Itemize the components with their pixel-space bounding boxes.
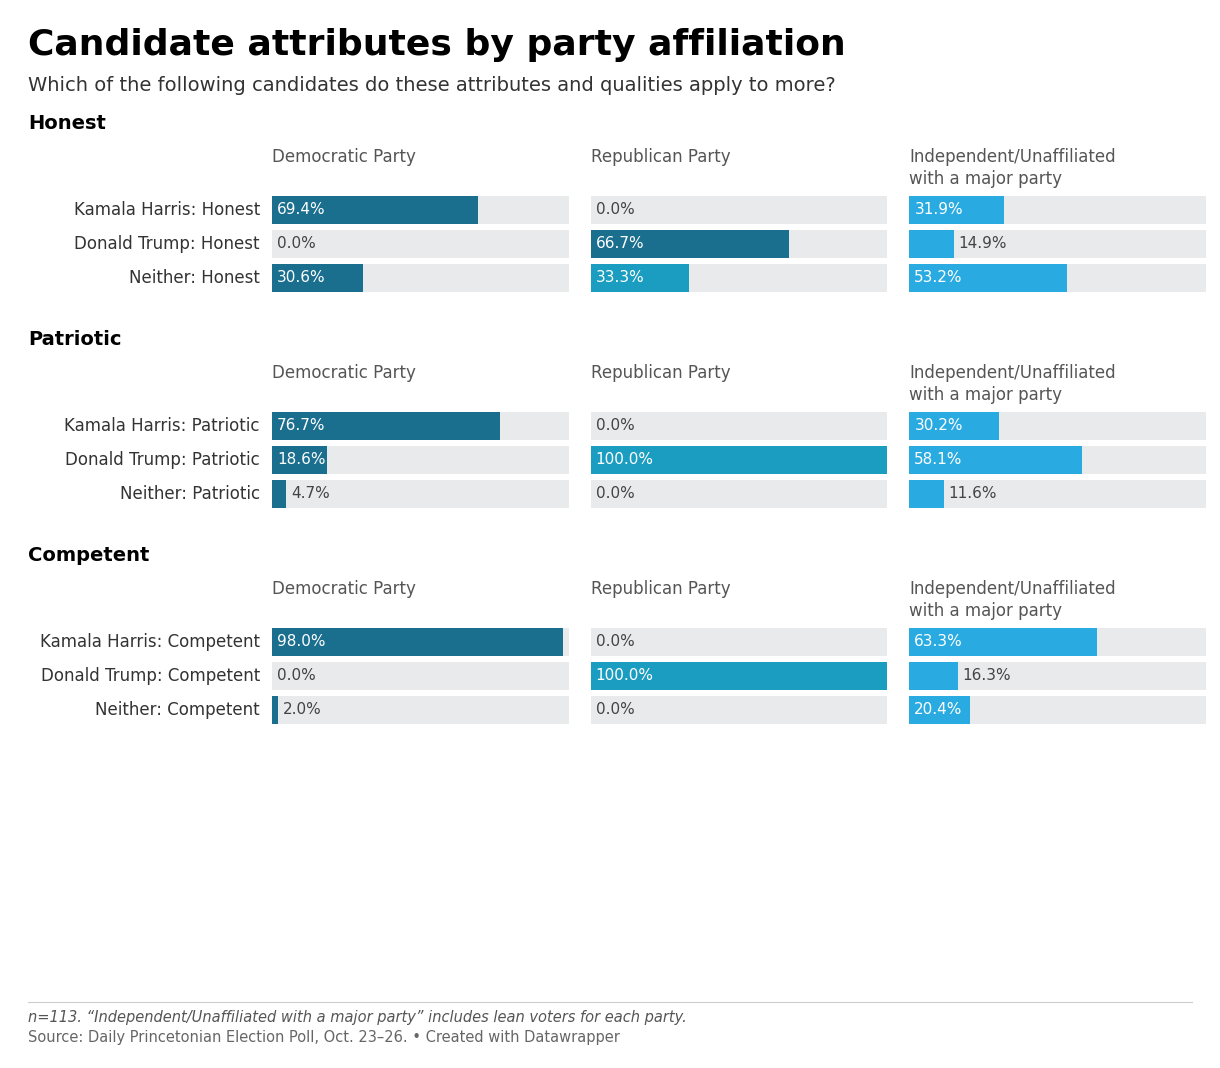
Bar (272, 480, 285, 508)
Text: 14.9%: 14.9% (959, 236, 1006, 251)
Bar (909, 480, 1207, 508)
Bar (590, 197, 887, 224)
Text: Honest: Honest (28, 114, 106, 134)
Text: 100.0%: 100.0% (595, 669, 654, 684)
Text: Republican Party: Republican Party (590, 364, 731, 382)
Text: 4.7%: 4.7% (290, 487, 329, 502)
Bar (590, 696, 887, 724)
Text: 16.3%: 16.3% (963, 669, 1011, 684)
Text: 20.4%: 20.4% (914, 703, 963, 718)
Bar (272, 197, 569, 224)
Bar (272, 264, 569, 292)
Bar (272, 628, 569, 656)
Bar (909, 412, 1207, 440)
Text: Kamala Harris: Patriotic: Kamala Harris: Patriotic (65, 417, 260, 435)
Bar (272, 696, 278, 724)
Text: 63.3%: 63.3% (914, 634, 963, 649)
Bar (590, 628, 887, 656)
Bar (272, 412, 499, 440)
Text: Independent/Unaffiliated
with a major party: Independent/Unaffiliated with a major pa… (909, 148, 1116, 188)
Text: 0.0%: 0.0% (595, 634, 634, 649)
Bar (590, 662, 887, 690)
Text: 53.2%: 53.2% (914, 270, 963, 285)
Bar (272, 264, 362, 292)
Text: Donald Trump: Patriotic: Donald Trump: Patriotic (65, 451, 260, 469)
Bar (909, 446, 1207, 474)
Bar (909, 197, 1207, 224)
Bar (272, 696, 569, 724)
Bar (590, 662, 887, 690)
Text: 76.7%: 76.7% (277, 419, 326, 434)
Text: 0.0%: 0.0% (595, 203, 634, 218)
Text: Donald Trump: Competent: Donald Trump: Competent (40, 668, 260, 685)
Text: 30.2%: 30.2% (914, 419, 963, 434)
Text: Kamala Harris: Competent: Kamala Harris: Competent (40, 633, 260, 651)
Bar (272, 446, 569, 474)
Text: Neither: Competent: Neither: Competent (95, 701, 260, 719)
Text: 11.6%: 11.6% (949, 487, 997, 502)
Text: 0.0%: 0.0% (595, 419, 634, 434)
Bar (272, 197, 478, 224)
Bar (272, 662, 569, 690)
Text: 0.0%: 0.0% (277, 236, 316, 251)
Bar (590, 412, 887, 440)
Text: Republican Party: Republican Party (590, 148, 731, 166)
Text: 69.4%: 69.4% (277, 203, 326, 218)
Text: 0.0%: 0.0% (595, 703, 634, 718)
Text: Democratic Party: Democratic Party (272, 580, 416, 598)
Text: Patriotic: Patriotic (28, 330, 122, 349)
Bar (590, 264, 689, 292)
Text: Which of the following candidates do these attributes and qualities apply to mor: Which of the following candidates do the… (28, 76, 836, 95)
Text: 0.0%: 0.0% (277, 669, 316, 684)
Bar (909, 662, 958, 690)
Text: n=113. “Independent/Unaffiliated with a major party” includes lean voters for ea: n=113. “Independent/Unaffiliated with a … (28, 1010, 687, 1025)
Text: Neither: Honest: Neither: Honest (129, 269, 260, 287)
Text: Independent/Unaffiliated
with a major party: Independent/Unaffiliated with a major pa… (909, 364, 1116, 404)
Bar (909, 480, 944, 508)
Text: Competent: Competent (28, 546, 149, 565)
Bar (909, 628, 1207, 656)
Bar (909, 446, 1082, 474)
Bar (272, 446, 327, 474)
Bar (590, 230, 788, 258)
Text: 2.0%: 2.0% (283, 703, 322, 718)
Bar (272, 412, 569, 440)
Text: Independent/Unaffiliated
with a major party: Independent/Unaffiliated with a major pa… (909, 580, 1116, 621)
Bar (272, 628, 562, 656)
Bar (909, 412, 999, 440)
Text: 100.0%: 100.0% (595, 453, 654, 468)
Bar (909, 197, 1004, 224)
Text: 33.3%: 33.3% (595, 270, 644, 285)
Bar (909, 230, 1207, 258)
Text: 58.1%: 58.1% (914, 453, 963, 468)
Bar (909, 264, 1207, 292)
Bar (272, 230, 569, 258)
Bar (590, 264, 887, 292)
Text: 30.6%: 30.6% (277, 270, 326, 285)
Bar (909, 662, 1207, 690)
Bar (909, 696, 970, 724)
Text: Candidate attributes by party affiliation: Candidate attributes by party affiliatio… (28, 28, 845, 62)
Bar (909, 230, 954, 258)
Bar (909, 628, 1097, 656)
Text: 0.0%: 0.0% (595, 487, 634, 502)
Text: Source: Daily Princetonian Election Poll, Oct. 23–26. • Created with Datawrapper: Source: Daily Princetonian Election Poll… (28, 1030, 620, 1045)
Text: Democratic Party: Democratic Party (272, 148, 416, 166)
Text: Democratic Party: Democratic Party (272, 364, 416, 382)
Text: Kamala Harris: Honest: Kamala Harris: Honest (73, 201, 260, 219)
Bar (590, 230, 887, 258)
Bar (590, 480, 887, 508)
Bar (909, 264, 1068, 292)
Text: 31.9%: 31.9% (914, 203, 963, 218)
Text: 98.0%: 98.0% (277, 634, 326, 649)
Text: Neither: Patriotic: Neither: Patriotic (120, 485, 260, 503)
Text: Donald Trump: Honest: Donald Trump: Honest (74, 235, 260, 253)
Text: 18.6%: 18.6% (277, 453, 326, 468)
Bar (590, 446, 887, 474)
Text: Republican Party: Republican Party (590, 580, 731, 598)
Bar (909, 696, 1207, 724)
Text: 66.7%: 66.7% (595, 236, 644, 251)
Bar (272, 480, 569, 508)
Bar (590, 446, 887, 474)
